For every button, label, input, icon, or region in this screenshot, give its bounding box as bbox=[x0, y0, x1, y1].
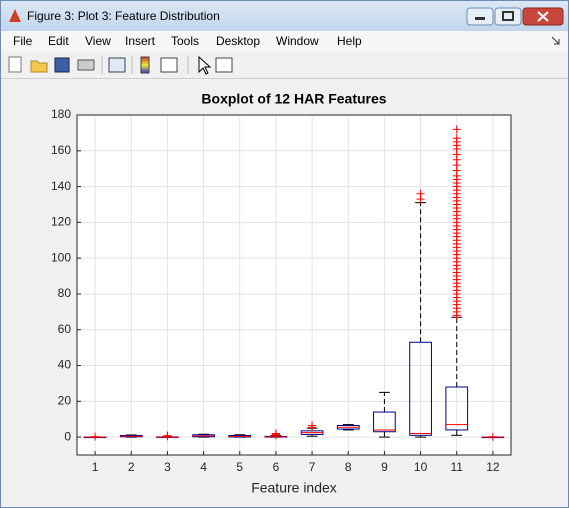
y-tick-label: 40 bbox=[58, 358, 72, 372]
x-tick-label: 3 bbox=[164, 460, 171, 474]
menu-item[interactable]: Tools bbox=[171, 34, 200, 48]
outlier bbox=[452, 125, 461, 134]
menu-item[interactable]: View bbox=[85, 34, 111, 48]
open-icon[interactable] bbox=[30, 60, 48, 73]
menu-item[interactable]: Window bbox=[276, 34, 319, 48]
link-icon[interactable] bbox=[108, 57, 126, 73]
x-tick-label: 8 bbox=[345, 460, 352, 474]
outlier bbox=[308, 421, 317, 430]
outlier bbox=[452, 134, 461, 143]
y-tick-label: 0 bbox=[64, 429, 71, 443]
title-bar-graphics bbox=[9, 7, 564, 26]
pointer-icon[interactable] bbox=[198, 55, 212, 75]
window-title: Figure 3: Plot 3: Feature Distribution bbox=[27, 9, 220, 23]
outlier bbox=[416, 189, 425, 198]
menu-item[interactable]: Edit bbox=[48, 34, 69, 48]
menu-item[interactable]: File bbox=[13, 34, 33, 48]
x-tick-label: 4 bbox=[200, 460, 207, 474]
x-tick-label: 6 bbox=[273, 460, 280, 474]
x-tick-label: 9 bbox=[381, 460, 388, 474]
y-tick-label: 160 bbox=[51, 143, 71, 157]
y-tick-label: 80 bbox=[58, 286, 72, 300]
new-icon[interactable] bbox=[8, 56, 22, 73]
box bbox=[409, 341, 432, 436]
x-tick-label: 10 bbox=[414, 460, 428, 474]
x-axis-label: Feature index bbox=[251, 480, 337, 496]
dock-arrow[interactable] bbox=[551, 36, 561, 46]
x-tick-label: 5 bbox=[236, 460, 243, 474]
outlier bbox=[91, 432, 100, 441]
outlier bbox=[488, 432, 497, 441]
save-icon[interactable] bbox=[54, 57, 70, 73]
y-tick-label: 120 bbox=[51, 215, 71, 229]
legend-icon[interactable] bbox=[160, 57, 178, 73]
toolbar bbox=[1, 52, 568, 79]
close-glyph bbox=[537, 11, 549, 22]
maximize-glyph bbox=[502, 11, 514, 21]
minimize-button[interactable] bbox=[466, 7, 494, 26]
outlier bbox=[163, 431, 172, 440]
box bbox=[373, 411, 396, 433]
maximize-button[interactable] bbox=[494, 7, 522, 26]
property-icon[interactable] bbox=[215, 57, 233, 73]
outlier bbox=[271, 429, 280, 438]
box bbox=[445, 386, 469, 431]
print-icon[interactable] bbox=[77, 59, 95, 71]
x-tick-label: 7 bbox=[309, 460, 316, 474]
x-tick-label: 1 bbox=[92, 460, 99, 474]
menu-item[interactable]: Insert bbox=[125, 34, 156, 48]
toolbar-icons bbox=[8, 55, 233, 75]
y-tick-label: 140 bbox=[51, 179, 71, 193]
menu-bar: File Edit View Insert Tools Desktop Window Help bbox=[1, 31, 568, 51]
app-icon bbox=[9, 9, 21, 22]
y-tick-label: 180 bbox=[51, 107, 71, 121]
x-tick-label: 12 bbox=[486, 460, 500, 474]
chart-title: Boxplot of 12 HAR Features bbox=[201, 91, 386, 107]
minimize-glyph bbox=[475, 17, 485, 20]
menu-item[interactable]: Help bbox=[337, 34, 362, 48]
y-tick-label: 60 bbox=[58, 322, 72, 336]
x-tick-label: 2 bbox=[128, 460, 135, 474]
y-tick-label: 100 bbox=[51, 250, 71, 264]
y-tick-label: 20 bbox=[58, 393, 72, 407]
menu-item[interactable]: Desktop bbox=[216, 34, 261, 48]
plot-area bbox=[77, 115, 511, 455]
x-tick-label: 11 bbox=[451, 460, 464, 474]
axes-frame bbox=[76, 114, 512, 456]
colorbar-icon[interactable] bbox=[140, 56, 150, 74]
title-bar: Figure 3: Plot 3: Feature Distribution bbox=[1, 1, 568, 31]
